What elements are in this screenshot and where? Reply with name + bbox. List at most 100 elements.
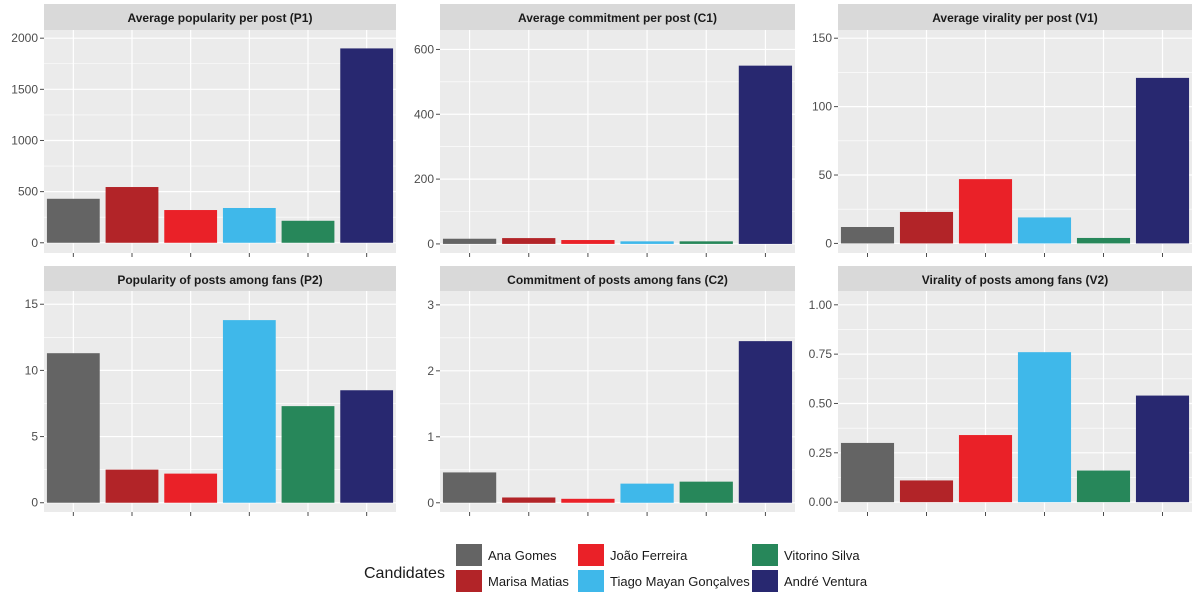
y-tick-label: 3 <box>427 298 434 312</box>
y-tick-label: 1500 <box>11 82 38 96</box>
panel-average-commitment-per-post-c1: Average commitment per post (C1) 0 200 400 6… <box>414 4 795 257</box>
panel-title: Average popularity per post (P1) <box>128 11 313 25</box>
y-tick-label: 0 <box>31 496 38 510</box>
y-tick-label: 0 <box>825 236 832 250</box>
plot-background <box>838 291 1192 512</box>
bar-ana-gomes <box>840 442 895 503</box>
faceted-bar-charts: Average popularity per post (P1)05001000… <box>11 4 1192 516</box>
bar-vitorino-silva <box>281 220 335 243</box>
bar-tiago-mayan-goncalves <box>1017 217 1072 244</box>
bar-marisa-matias <box>502 497 556 503</box>
panel-title: Average virality per post (V1) <box>932 11 1098 25</box>
bar-marisa-matias <box>105 187 159 243</box>
legend-label-ana-gomes: Ana Gomes <box>488 548 557 563</box>
legend-title: Candidates <box>364 565 445 582</box>
plot-background <box>838 30 1192 253</box>
bar-joao-ferreira <box>561 240 615 244</box>
panel-title: Virality of posts among fans (V2) <box>922 273 1108 287</box>
panel-average-virality-per-post-v1: Average virality per post (V1) 0 50 100 150 <box>812 4 1192 257</box>
y-tick-label: 500 <box>18 185 38 199</box>
y-tick-label: 0 <box>427 237 434 251</box>
bar-tiago-mayan-goncalves <box>222 207 276 243</box>
bar-vitorino-silva <box>1076 470 1131 503</box>
bar-vitorino-silva <box>281 406 335 503</box>
y-tick-label: 10 <box>25 363 39 377</box>
bar-andre-ventura <box>1135 77 1190 244</box>
bar-ana-gomes <box>840 227 895 244</box>
legend-swatch-tiago-mayan <box>578 570 604 592</box>
panel-title: Commitment of posts among fans (C2) <box>507 273 728 287</box>
plot-background <box>44 30 396 253</box>
y-tick-label: 1 <box>427 430 434 444</box>
y-tick-label: 200 <box>414 172 434 186</box>
y-tick-label: 2 <box>427 364 434 378</box>
y-tick-label: 600 <box>414 42 434 56</box>
bar-tiago-mayan-goncalves <box>620 483 674 503</box>
bar-ana-gomes <box>442 238 497 244</box>
plot-background <box>440 30 795 253</box>
bar-andre-ventura <box>738 341 793 503</box>
bar-andre-ventura <box>738 65 793 244</box>
y-tick-label: 400 <box>414 107 434 121</box>
bar-ana-gomes <box>442 472 497 503</box>
bar-vitorino-silva <box>679 481 733 503</box>
legend-swatch-ana-gomes <box>456 544 482 566</box>
panel-title: Popularity of posts among fans (P2) <box>117 273 322 287</box>
legend-swatch-vitorino-silva <box>752 544 778 566</box>
panel-strip <box>44 266 396 292</box>
legend-label-joao-ferreira: João Ferreira <box>610 548 688 563</box>
bar-andre-ventura <box>340 48 394 243</box>
bar-tiago-mayan-goncalves <box>620 241 674 244</box>
y-tick-label: 15 <box>25 297 39 311</box>
y-tick-label: 0.75 <box>809 347 833 361</box>
panel-commitment-of-posts-among-fans-c2: Commitment of posts among fans (C2) 0 1 2 3 <box>427 266 795 516</box>
y-tick-label: 2000 <box>11 31 38 45</box>
bar-andre-ventura <box>1135 395 1190 503</box>
legend-label-vitorino-silva: Vitorino Silva <box>784 548 860 563</box>
panel-strip <box>838 4 1192 30</box>
legend-label-marisa-matias: Marisa Matias <box>488 574 569 589</box>
bar-andre-ventura <box>340 390 394 503</box>
y-tick-label: 100 <box>812 100 832 114</box>
bar-vitorino-silva <box>1076 237 1131 244</box>
y-tick-label: 0.25 <box>809 446 833 460</box>
bar-joao-ferreira <box>958 435 1013 503</box>
panel-virality-of-posts-among-fans-v2: Virality of posts among fans (V2) 0.00 0.2… <box>809 266 1192 516</box>
plot-background <box>44 291 396 512</box>
plot-background <box>440 291 795 512</box>
panel-average-popularity-per-post-p1: Average popularity per post (P1) 0 500 1000… <box>11 4 396 257</box>
bar-joao-ferreira <box>561 498 615 503</box>
bar-ana-gomes <box>46 353 100 503</box>
bar-joao-ferreira <box>164 210 218 243</box>
bar-ana-gomes <box>46 198 100 243</box>
legend-swatch-marisa-matias <box>456 570 482 592</box>
bar-marisa-matias <box>899 480 954 503</box>
legend-swatch-andre-ventura <box>752 570 778 592</box>
bar-joao-ferreira <box>958 179 1013 244</box>
y-tick-label: 50 <box>819 168 833 182</box>
bar-joao-ferreira <box>164 473 218 503</box>
panel-strip <box>440 4 795 30</box>
bar-tiago-mayan-goncalves <box>1017 352 1072 503</box>
y-tick-label: 1.00 <box>809 298 833 312</box>
panel-popularity-of-posts-among-fans-p2: Popularity of posts among fans (P2) 0 5 10 1… <box>25 266 396 516</box>
y-tick-label: 0 <box>427 496 434 510</box>
bar-tiago-mayan-goncalves <box>222 320 276 503</box>
bar-marisa-matias <box>899 211 954 244</box>
bar-marisa-matias <box>105 469 159 503</box>
y-tick-label: 5 <box>31 430 38 444</box>
y-tick-label: 0.00 <box>809 495 833 509</box>
panel-title: Average commitment per post (C1) <box>518 11 717 25</box>
y-tick-label: 0.50 <box>809 396 833 410</box>
y-tick-label: 1000 <box>11 133 38 147</box>
legend-label-tiago-mayan: Tiago Mayan Gonçalves <box>610 574 750 589</box>
legend: Candidates Ana Gomes Marisa Matias João … <box>364 544 868 592</box>
panel-strip <box>44 4 396 30</box>
legend-swatch-joao-ferreira <box>578 544 604 566</box>
legend-label-andre-ventura: André Ventura <box>784 574 868 589</box>
y-tick-label: 150 <box>812 31 832 45</box>
bar-vitorino-silva <box>679 241 733 244</box>
panel-strip <box>440 266 795 292</box>
panel-strip <box>838 266 1192 292</box>
